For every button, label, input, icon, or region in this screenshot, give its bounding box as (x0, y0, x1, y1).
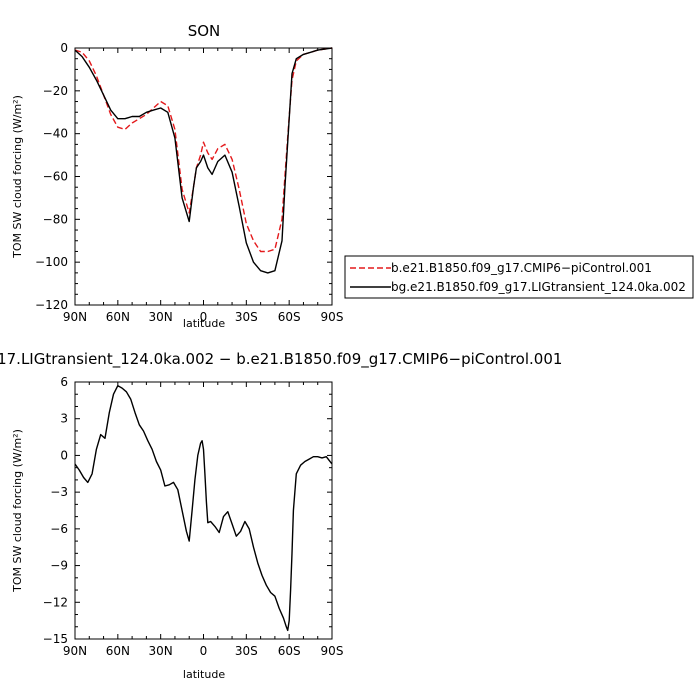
legend-box (344, 255, 694, 299)
x-tick-label: 90S (321, 310, 344, 324)
y-tick-label: −20 (43, 84, 68, 98)
x-tick-label: 30S (235, 310, 258, 324)
difference-series-line (74, 385, 333, 632)
x-tick-label: 90N (63, 644, 87, 658)
x-tick-label: 0 (200, 310, 208, 324)
bottom-ticks (74, 381, 333, 640)
x-tick-label: 60S (278, 310, 301, 324)
bottom-y-tick-labels: 6 3 0 −3 −6 −9 −12 −15 (43, 375, 68, 646)
x-tick-label: 60N (106, 310, 130, 324)
x-tick-label: 30N (149, 310, 173, 324)
legend-label-control: b.e21.B1850.f09_g17.CMIP6−piControl.001 (391, 261, 652, 275)
top-x-axis-label: latitude (183, 317, 225, 330)
top-y-tick-labels: 0 −20 −40 −60 −80 −100 −120 (35, 41, 68, 312)
y-tick-label: −100 (35, 255, 68, 269)
y-tick-label: −9 (50, 559, 68, 573)
y-tick-label: −15 (43, 632, 68, 646)
bottom-panel: bg.e21.B1850.f09_g17.LIGtransient_124.0k… (0, 350, 562, 681)
top-plot-frame (74, 47, 333, 306)
y-tick-label: −40 (43, 127, 68, 141)
bottom-chart-title: bg.e21.B1850.f09_g17.LIGtransient_124.0k… (0, 350, 562, 369)
y-tick-label: −3 (50, 485, 68, 499)
y-tick-label: −60 (43, 170, 68, 184)
x-tick-label: 60N (106, 644, 130, 658)
x-tick-label: 90S (321, 644, 344, 658)
x-tick-label: 90N (63, 310, 87, 324)
x-tick-label: 30S (235, 644, 258, 658)
bottom-x-tick-labels: 90N 60N 30N 0 30S 60S 90S (63, 644, 344, 658)
top-panel: SON 90N 60N 30N 0 30S 60S 90S 0 −20 −40 −60 −80 −10… (11, 22, 694, 330)
y-tick-label: 3 (60, 412, 68, 426)
y-tick-label: −120 (35, 298, 68, 312)
y-tick-label: −12 (43, 595, 68, 609)
y-tick-label: 6 (60, 375, 68, 389)
x-tick-label: 30N (149, 644, 173, 658)
y-tick-label: −6 (50, 522, 68, 536)
top-y-axis-label: TOM SW cloud forcing (W/m²) (11, 95, 24, 259)
top-chart-title: SON (188, 22, 221, 40)
legend-label-lig: bg.e21.B1850.f09_g17.LIGtransient_124.0k… (391, 280, 686, 294)
control-series-line (74, 47, 333, 253)
y-tick-label: 0 (60, 448, 68, 462)
x-tick-label: 60S (278, 644, 301, 658)
y-tick-label: −80 (43, 212, 68, 226)
lig-series-line (74, 47, 333, 274)
x-tick-label: 0 (200, 644, 208, 658)
top-legend: b.e21.B1850.f09_g17.CMIP6−piControl.001 … (344, 255, 694, 299)
top-series-lines (74, 47, 333, 274)
y-tick-label: 0 (60, 41, 68, 55)
top-ticks (74, 47, 333, 306)
top-x-tick-labels: 90N 60N 30N 0 30S 60S 90S (63, 310, 344, 324)
bottom-series-lines (74, 385, 333, 632)
bottom-x-axis-label: latitude (183, 668, 225, 681)
bottom-y-axis-label: TOM SW cloud forcing (W/m²) (11, 429, 24, 593)
